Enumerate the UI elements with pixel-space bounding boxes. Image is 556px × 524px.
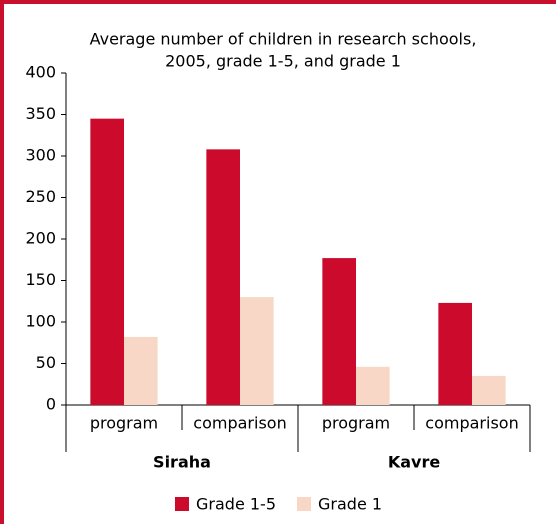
bar [90,118,124,406]
chart-title: 2005, grade 1-5, and grade 1 [165,52,401,71]
x-tick-label: program [322,414,390,433]
y-tick-label: 250 [25,187,56,206]
border-left [0,0,4,524]
legend-label: Grade 1 [318,495,382,514]
y-tick-label: 200 [25,229,56,248]
bar [438,302,472,405]
legend-swatch [297,497,311,511]
bar [322,258,356,405]
x-tick-label: comparison [193,414,286,433]
y-tick-label: 350 [25,104,56,123]
legend-label: Grade 1-5 [196,495,276,514]
x-tick-label: comparison [425,414,518,433]
y-tick-label: 100 [25,312,56,331]
bar [240,297,274,405]
bar [472,375,506,405]
bar [356,366,390,405]
border-top [0,0,556,4]
group-label: Kavre [388,453,441,472]
y-tick-label: 400 [25,63,56,82]
y-tick-label: 0 [46,395,56,414]
group-label: Siraha [153,453,211,472]
chart-title: Average number of children in research s… [90,30,477,49]
x-tick-label: program [90,414,158,433]
y-tick-label: 300 [25,146,56,165]
y-tick-label: 150 [25,270,56,289]
legend-swatch [175,497,189,511]
y-tick-label: 50 [36,353,56,372]
bar [124,336,158,405]
bar [206,149,240,405]
